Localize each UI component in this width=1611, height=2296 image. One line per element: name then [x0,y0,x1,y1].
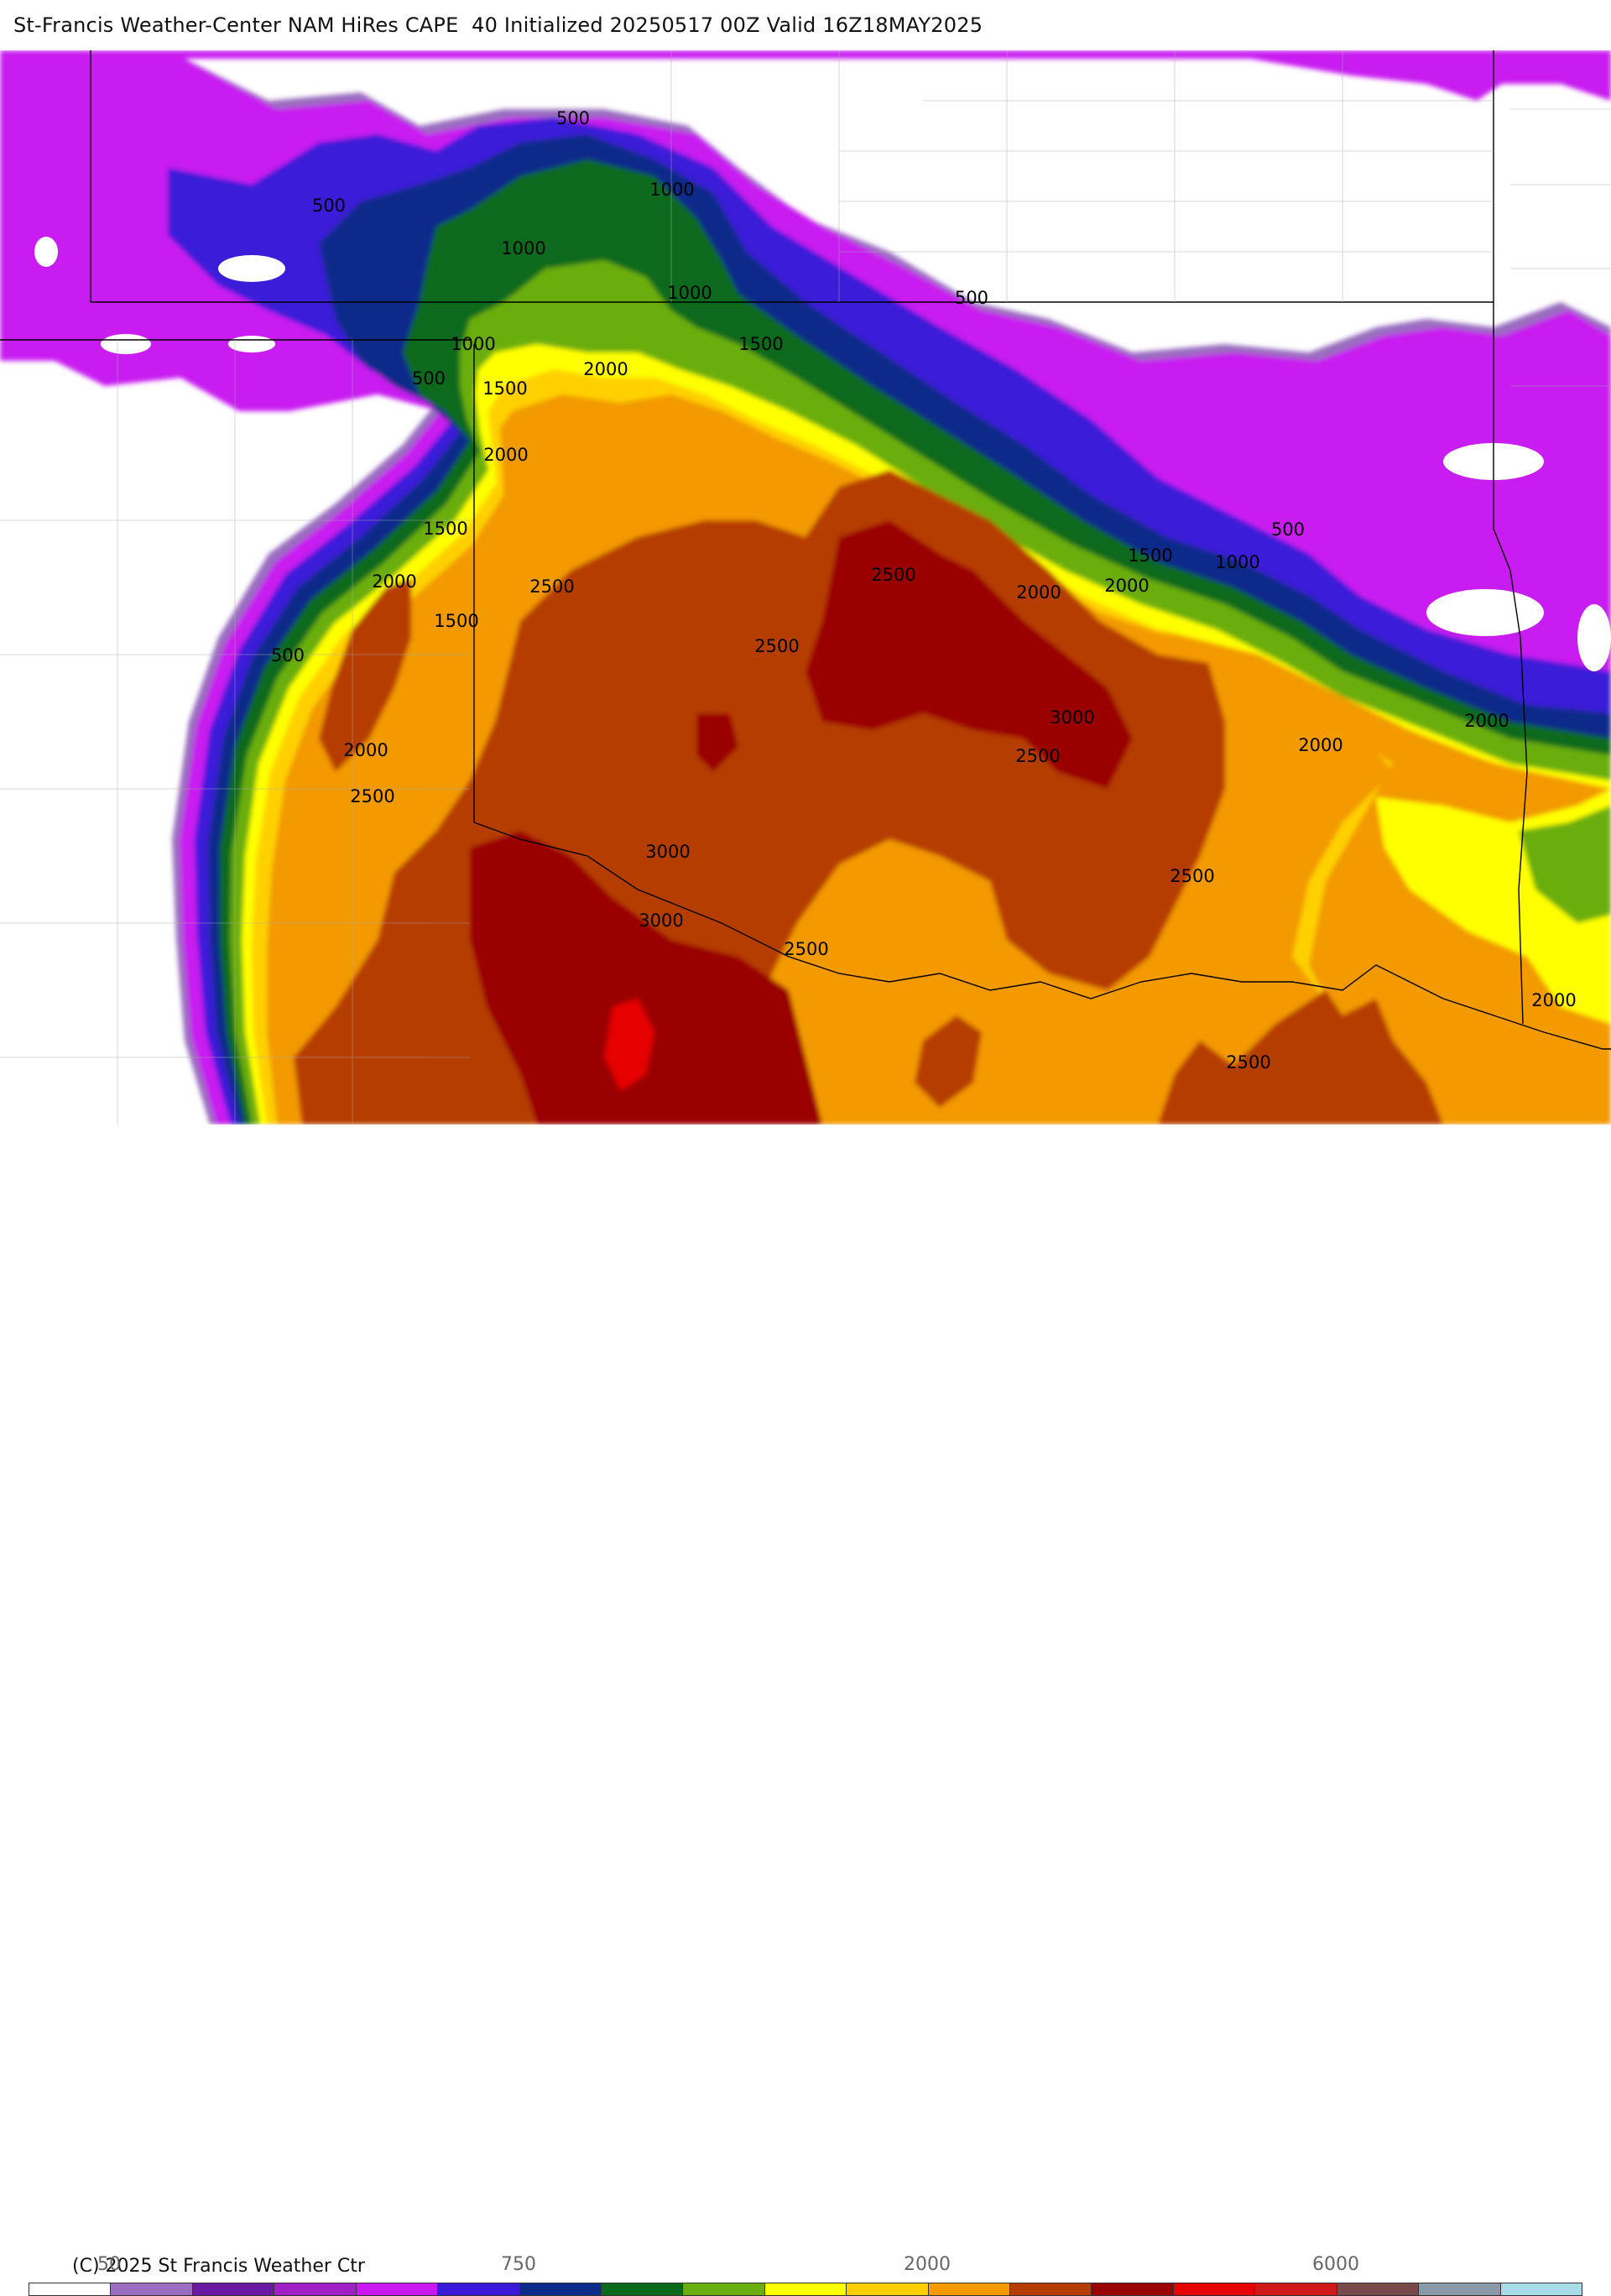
band-dark-red [806,520,1133,789]
band-rust-southeast [1158,990,1443,1125]
colorbar-tick: 750 [501,2254,536,2275]
contour-label: 2500 [350,786,394,806]
contour-label: 2500 [1015,746,1060,766]
colorbar-swatch [1337,2283,1420,2295]
band-rust-west [319,579,411,772]
colorbar-tick: 6000 [1312,2254,1359,2275]
colorbar-swatch [519,2283,602,2295]
contour-label: 500 [312,196,346,216]
colorbar-swatch [192,2283,275,2295]
contour-label: 500 [1271,519,1305,540]
contour-label: 2500 [1226,1052,1270,1072]
contour-label: 2000 [583,359,628,379]
contour-label: 2000 [483,445,528,465]
colorbar-tick: 50 [97,2254,121,2275]
contour-label: 2000 [1531,990,1576,1010]
colorbar-swatch [928,2283,1011,2295]
contour-label: 500 [271,645,305,665]
colorbar-swatch [1419,2283,1501,2295]
contour-label: 2500 [754,636,799,656]
band-dark-red-south [470,831,822,1125]
map-title: St-Francis Weather-Center NAM HiRes CAPE… [13,13,983,37]
footer: (C) 2025 St Francis Weather Ctr 50 750 2… [0,1125,1611,2296]
contour-label: 1500 [423,519,467,539]
contour-label: 2000 [1016,582,1061,603]
contour-label: 2000 [343,740,388,760]
colorbar-swatch [274,2283,357,2295]
contour-label: 2000 [372,571,416,592]
colorbar-swatch [847,2283,929,2295]
colorbar-swatch [764,2283,847,2295]
contour-label: 1000 [649,180,694,200]
contour-label: 2500 [529,577,574,597]
band-rust-mid [915,1015,982,1108]
colorbar-swatch [1500,2283,1582,2295]
colorbar [29,2283,1582,2296]
colorbar-swatch [1173,2283,1256,2295]
contour-label: 3000 [639,911,683,931]
colorbar-tick: 2000 [904,2254,951,2275]
contour-label: 1000 [667,283,712,303]
contour-label: 2000 [1104,576,1149,596]
contour-labels: 5005005005005005001000100010001000100015… [271,108,1577,1072]
colorbar-swatch [601,2283,684,2295]
colorbar-swatch [1010,2283,1092,2295]
contour-label: 1500 [1128,545,1172,566]
contour-label: 2500 [784,939,828,959]
contour-label: 1500 [434,611,478,631]
contour-label: 500 [412,368,446,389]
colorbar-swatch [111,2283,193,2295]
contour-label: 2000 [1464,711,1509,731]
contour-label: 1000 [1215,552,1259,572]
colorbar-swatch [438,2283,520,2295]
contour-label: 1500 [482,378,527,399]
band-orange-east [1158,629,1611,1108]
colorbar-swatch [29,2283,112,2295]
contour-label: 2500 [871,565,915,585]
contour-label: 500 [556,108,590,128]
county-grid [0,50,1611,1125]
cape-map: 5005005005005005001000100010001000100015… [0,50,1611,1125]
band-red [604,999,654,1091]
contour-label: 1000 [451,334,495,354]
band-dark-red-small [696,713,738,772]
contour-label: 2500 [1170,866,1214,886]
contour-label: 1000 [501,238,545,258]
contour-label: 2000 [1298,735,1342,755]
contour-label: 500 [955,288,988,308]
colorbar-swatch [1255,2283,1337,2295]
colorbar-swatch [1092,2283,1174,2295]
band-green-east [1519,806,1611,923]
colorbar-swatch [683,2283,765,2295]
contour-label: 3000 [645,842,690,862]
colorbar-swatch [356,2283,439,2295]
contour-label: 1500 [738,334,783,354]
contour-label: 3000 [1050,707,1094,728]
